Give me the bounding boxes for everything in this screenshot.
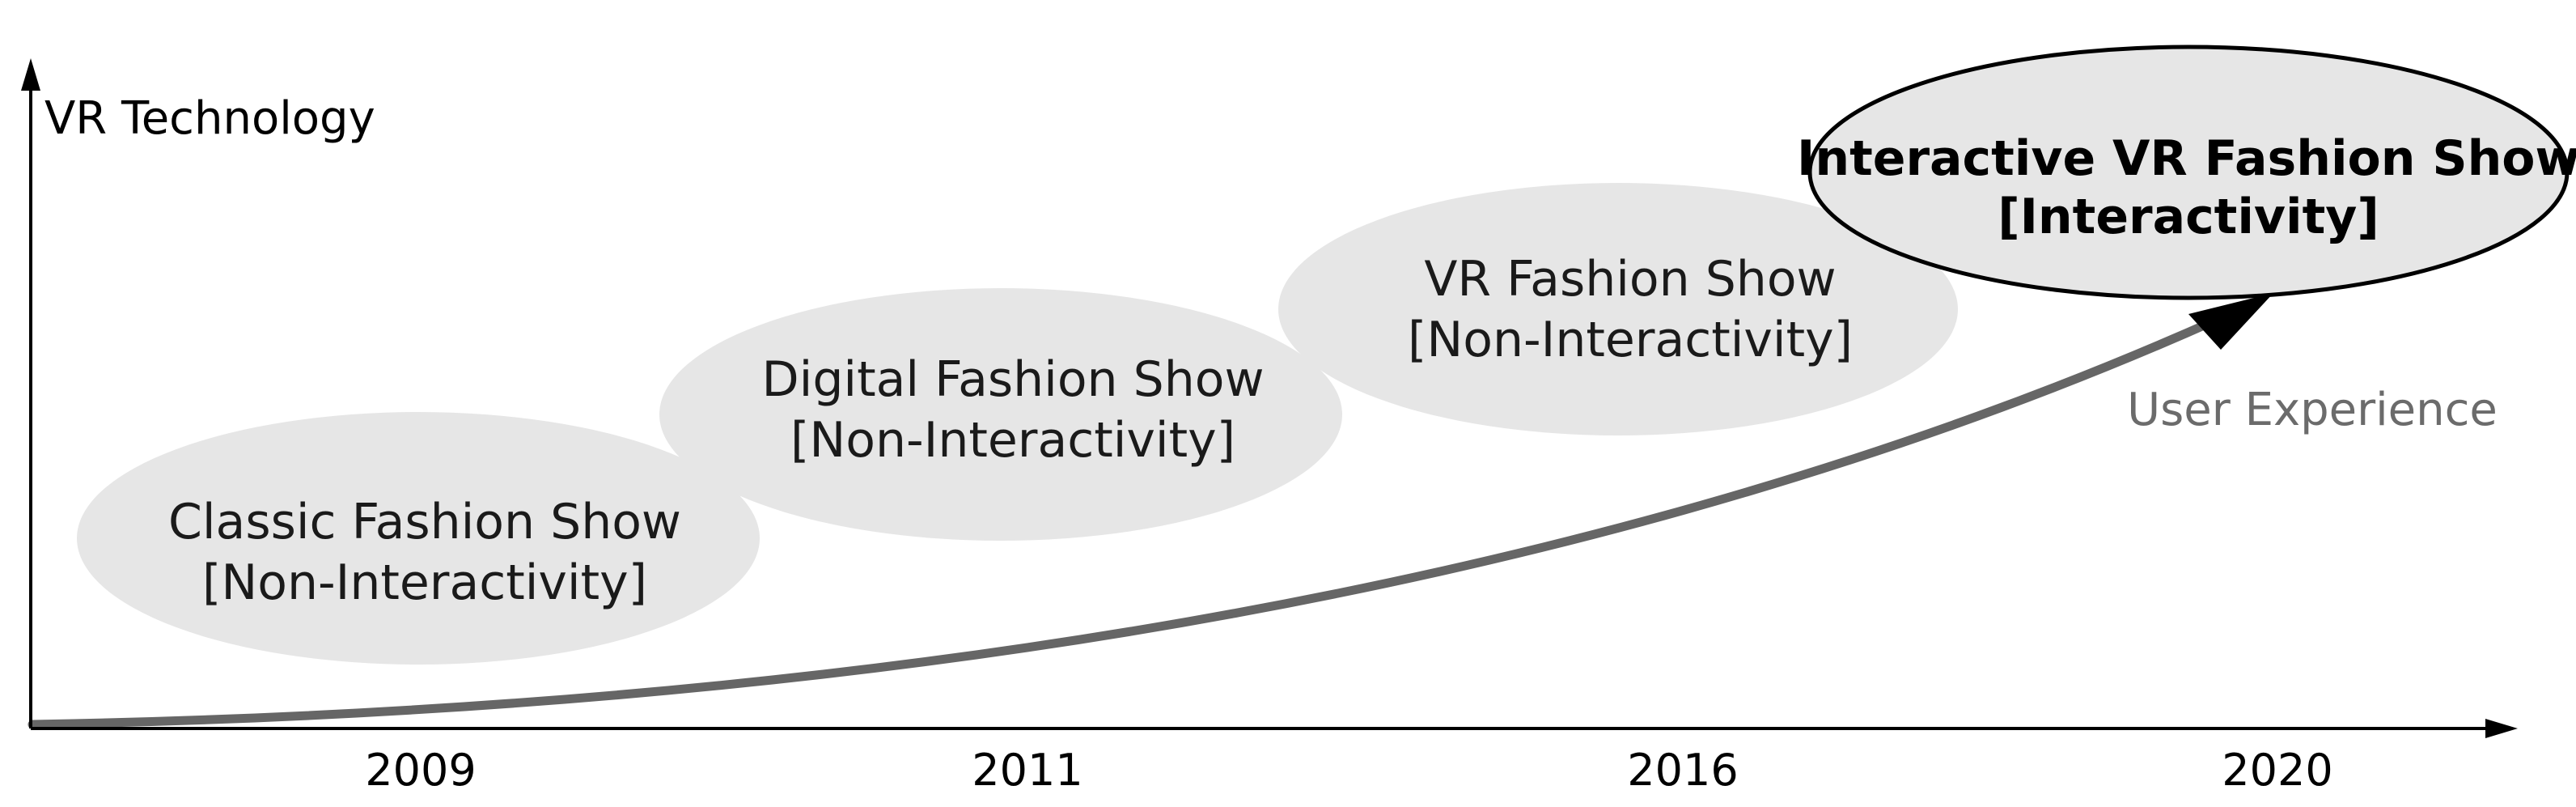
year-label: 2011: [972, 745, 1083, 796]
stage-interactive-vr-bubble: [1807, 45, 2570, 300]
y-axis-title: VR Technology: [44, 92, 375, 145]
stage-vr: VR Fashion Show [Non-Interactivity]: [1278, 183, 1958, 435]
trend-curve: [28, 315, 2222, 729]
year-labels: 2009 2011 2016 2020: [365, 745, 2332, 796]
year-label: 2009: [365, 745, 476, 796]
stage-digital: Digital Fashion Show [Non-Interactivity]: [659, 288, 1342, 541]
y-axis-arrowhead: [21, 58, 40, 91]
stage-digital-title: Digital Fashion Show: [761, 351, 1264, 408]
stage-digital-bubble: [659, 288, 1342, 541]
stage-classic-bubble: [77, 412, 760, 665]
stage-interactive-vr-subtitle: [Interactivity]: [1998, 189, 2379, 245]
trend-label: User Experience: [2127, 384, 2498, 436]
stage-vr-title: VR Fashion Show: [1424, 251, 1836, 308]
stage-classic-subtitle: [Non-Interactivity]: [202, 554, 647, 611]
stage-classic-title: Classic Fashion Show: [168, 494, 681, 550]
x-axis-arrowhead: [2485, 719, 2518, 738]
axes: VR Technology: [21, 58, 2518, 738]
year-label: 2016: [1627, 745, 1738, 796]
stage-interactive-vr-title: Interactive VR Fashion Show: [1797, 130, 2576, 187]
stage-vr-subtitle: [Non-Interactivity]: [1408, 312, 1853, 368]
year-label: 2020: [2222, 745, 2332, 796]
user-experience-trend: User Experience: [28, 293, 2498, 729]
stage-digital-subtitle: [Non-Interactivity]: [790, 412, 1235, 469]
stage-interactive-vr: Interactive VR Fashion Show [Interactivi…: [1797, 45, 2576, 300]
stage-classic: Classic Fashion Show [Non-Interactivity]: [77, 412, 760, 665]
trend-arrowhead: [2188, 293, 2273, 350]
stage-vr-bubble: [1278, 183, 1958, 435]
